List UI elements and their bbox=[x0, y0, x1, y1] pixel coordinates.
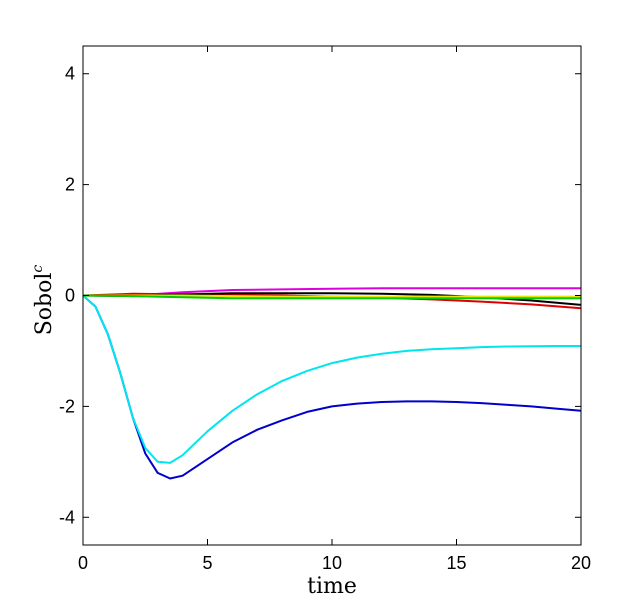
y-axis-label: Sobolc bbox=[30, 265, 57, 336]
x-tick-label: 20 bbox=[571, 553, 591, 573]
x-axis-label: time bbox=[307, 574, 357, 599]
y-axis-label-main: Sobol bbox=[32, 273, 57, 336]
y-tick-label: -4 bbox=[59, 507, 75, 527]
series-line-2 bbox=[82, 294, 581, 464]
series-line-7 bbox=[82, 294, 581, 300]
series-group bbox=[82, 287, 582, 480]
x-tick-label: 15 bbox=[446, 553, 466, 573]
y-tick-label: 4 bbox=[65, 64, 75, 84]
y-axis-label-superscript: c bbox=[30, 265, 46, 273]
plot-frame bbox=[82, 45, 582, 546]
series-line-6 bbox=[83, 294, 581, 298]
y-tick-label: 0 bbox=[65, 286, 75, 306]
x-tick-label: 5 bbox=[202, 553, 212, 573]
x-tick-label: 0 bbox=[78, 553, 88, 573]
y-tick-label: -2 bbox=[59, 396, 75, 416]
y-tick-label: 2 bbox=[65, 175, 75, 195]
x-tick-label: 10 bbox=[322, 553, 342, 573]
